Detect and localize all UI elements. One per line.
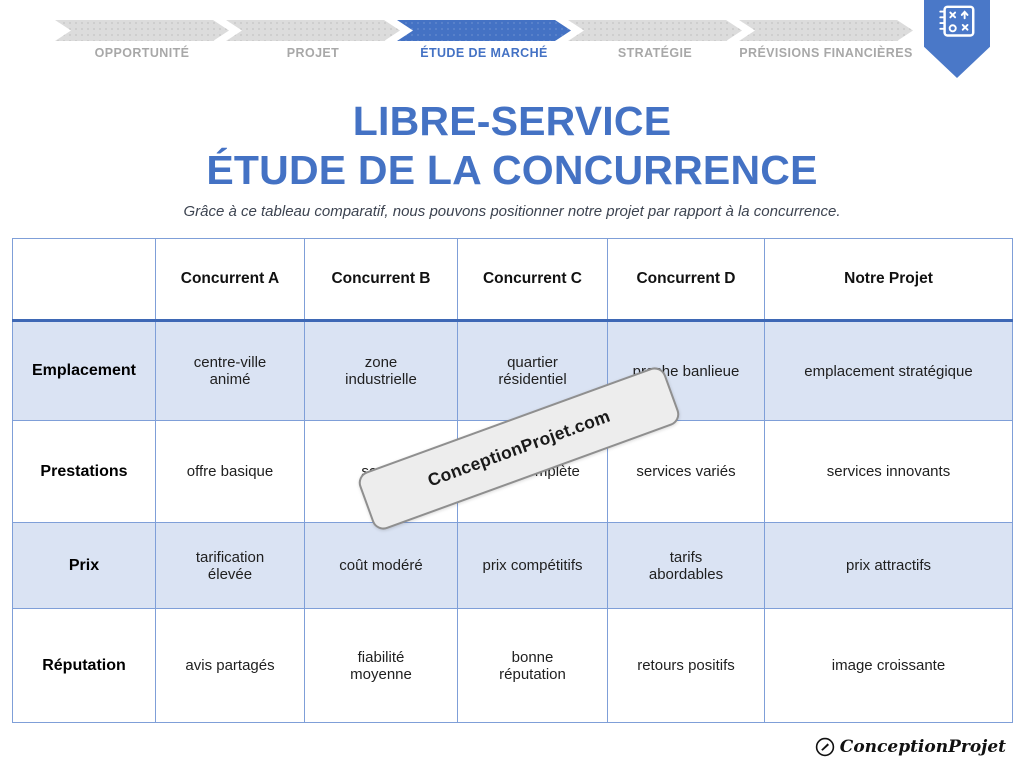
step-etude-de-marche[interactable]: ÉTUDE DE MARCHÉ <box>397 0 571 66</box>
row-label: Prix <box>12 522 156 609</box>
footer-logo: ConceptionProjet <box>815 737 1006 757</box>
table-row-prix: Prix tarification élevée coût modéré pri… <box>12 522 1013 609</box>
header-row: Concurrent A Concurrent B Concurrent C C… <box>12 238 1013 322</box>
row-label: Emplacement <box>12 320 156 421</box>
cell: prix attractifs <box>764 522 1013 609</box>
cell: tarification élevée <box>155 522 305 609</box>
step-strategie[interactable]: STRATÉGIE <box>568 0 742 66</box>
column-header-concurrent-a: Concurrent A <box>155 238 305 322</box>
step-label[interactable]: OPPORTUNITÉ <box>94 46 190 60</box>
column-header-concurrent-c: Concurrent C <box>457 238 608 322</box>
comparison-table: Concurrent A Concurrent B Concurrent C C… <box>12 238 1013 723</box>
cell: avis partagés <box>155 608 305 723</box>
step-arrow[interactable] <box>568 20 742 41</box>
cell: services innovants <box>764 420 1013 523</box>
table-row-emplacement: Emplacement centre-ville animé zone indu… <box>12 320 1013 421</box>
column-header-concurrent-d: Concurrent D <box>607 238 765 322</box>
corner-badge <box>924 0 990 78</box>
step-arrow[interactable] <box>226 20 400 41</box>
footer-logo-text: ConceptionProjet <box>839 737 1006 757</box>
step-label[interactable]: STRATÉGIE <box>617 46 693 60</box>
row-label: Prestations <box>12 420 156 523</box>
step-previsions-financieres[interactable]: PRÉVISIONS FINANCIÈRES <box>739 0 913 66</box>
strategy-icon <box>939 5 975 37</box>
page-title: LIBRE-SERVICE ÉTUDE DE LA CONCURRENCE <box>0 97 1024 195</box>
cell: fiabilité moyenne <box>304 608 458 723</box>
table-row-reputation: Réputation avis partagés fiabilité moyen… <box>12 608 1013 723</box>
page-title-line2: ÉTUDE DE LA CONCURRENCE <box>206 147 818 193</box>
step-arrow[interactable] <box>55 20 229 41</box>
cell: offre basique <box>155 420 305 523</box>
step-label[interactable]: PRÉVISIONS FINANCIÈRES <box>739 46 913 60</box>
cell: image croissante <box>764 608 1013 723</box>
cell: centre-ville animé <box>155 320 305 421</box>
step-arrow-active[interactable] <box>397 20 571 41</box>
step-projet[interactable]: PROJET <box>226 0 400 66</box>
slide-subtitle: Grâce à ce tableau comparatif, nous pouv… <box>183 203 841 220</box>
step-label[interactable]: ÉTUDE DE MARCHÉ <box>420 46 548 60</box>
cell: retours positifs <box>607 608 765 723</box>
cell: coût modéré <box>304 522 458 609</box>
page-title-line1: LIBRE-SERVICE <box>352 98 672 144</box>
column-header-concurrent-b: Concurrent B <box>304 238 458 322</box>
cell: zone industrielle <box>304 320 458 421</box>
cell: prix compétitifs <box>457 522 608 609</box>
step-arrow[interactable] <box>739 20 913 41</box>
step-opportunite[interactable]: OPPORTUNITÉ <box>55 0 229 66</box>
step-label[interactable]: PROJET <box>286 46 340 60</box>
cell: emplacement stratégique <box>764 320 1013 421</box>
column-header-notre-projet: Notre Projet <box>764 238 1013 322</box>
cell: tarifs abordables <box>607 522 765 609</box>
cell: bonne réputation <box>457 608 608 723</box>
row-label: Réputation <box>12 608 156 723</box>
corner-cell <box>12 238 156 322</box>
pen-icon <box>815 737 834 757</box>
